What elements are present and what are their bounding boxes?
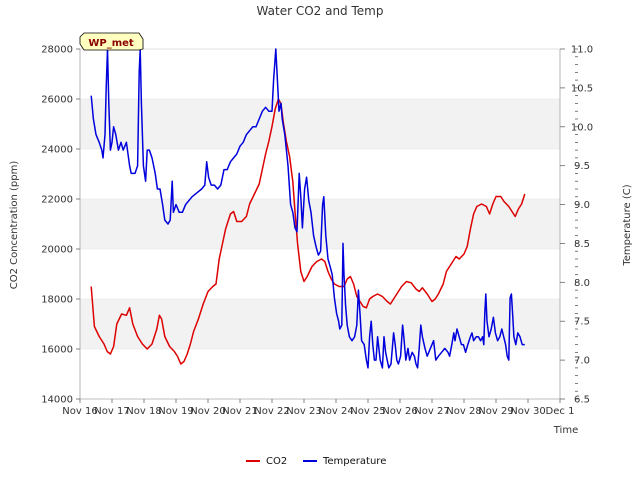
x-tick-label: Nov 28 (446, 406, 481, 417)
y2-tick-label: 10.0 (571, 122, 593, 133)
y2-tick-label: 8.5 (574, 239, 590, 250)
y2-tick-label: 9.5 (574, 161, 590, 172)
x-tick-label: Nov 21 (222, 406, 257, 417)
series-line-temperature (90, 48, 525, 369)
grid-band (80, 199, 560, 249)
x-tick-label: Nov 30 (510, 406, 545, 417)
x-tick-label: Nov 16 (62, 406, 97, 417)
y-tick-label: 18000 (41, 295, 73, 306)
x-tick-label: Nov 23 (286, 406, 321, 417)
x-axis-title: Time (553, 425, 578, 436)
y-tick-label: 24000 (41, 145, 73, 156)
y2-tick-label: 7.0 (574, 356, 590, 367)
y-axis-left: 14000 16000 18000 20000 22000 24000 26000 28000 (41, 45, 81, 406)
y-tick-label: 14000 (41, 395, 73, 406)
site-badge-box (79, 32, 144, 51)
x-tick-label: Dec 1 (546, 406, 575, 417)
y-tick-label: 22000 (41, 195, 73, 206)
legend-label-temperature: Temperature (322, 456, 386, 467)
y2-tick-label: 6.5 (574, 395, 590, 406)
site-badge: WP_met (79, 32, 144, 51)
chart-title: Water CO2 and Temp (257, 4, 384, 18)
series-line-co2 (90, 98, 526, 365)
x-tick-label: Nov 20 (190, 406, 225, 417)
x-tick-label: Nov 19 (158, 406, 193, 417)
x-tick-label: Nov 26 (382, 406, 417, 417)
y-tick-label: 16000 (41, 345, 73, 356)
legend-label-co2: CO2 (266, 456, 287, 467)
x-tick-label: Nov 17 (94, 406, 129, 417)
x-tick-label: Nov 25 (350, 406, 385, 417)
y2-tick-label: 9.0 (574, 200, 590, 211)
x-tick-label: Nov 18 (126, 406, 161, 417)
x-tick-label: Nov 27 (414, 406, 449, 417)
y2-tick-label: 7.5 (574, 317, 590, 328)
x-tick-label: Nov 24 (318, 406, 353, 417)
x-tick-label: Nov 29 (478, 406, 513, 417)
x-tick-label: Nov 22 (254, 406, 289, 417)
y2-tick-label: 8.0 (574, 278, 590, 289)
legend: CO2 Temperature (246, 456, 386, 467)
y-tick-label: 20000 (41, 245, 73, 256)
site-badge-label: WP_met (88, 38, 134, 49)
y-axis-right: 6.5 7.0 7.5 8.0 8.5 9.0 9.5 10.0 10.5 11.0 (559, 45, 593, 406)
grid-band (80, 99, 560, 149)
y-tick-label: 26000 (41, 95, 73, 106)
grid-bands (80, 98, 560, 350)
y2-axis-title: Temperature (C) (622, 184, 633, 266)
y2-tick-label: 11.0 (571, 45, 593, 56)
y-axis-title: CO2 Concentration (ppm) (9, 161, 20, 290)
y2-tick-label: 10.5 (571, 83, 593, 94)
y-tick-label: 28000 (41, 45, 73, 56)
